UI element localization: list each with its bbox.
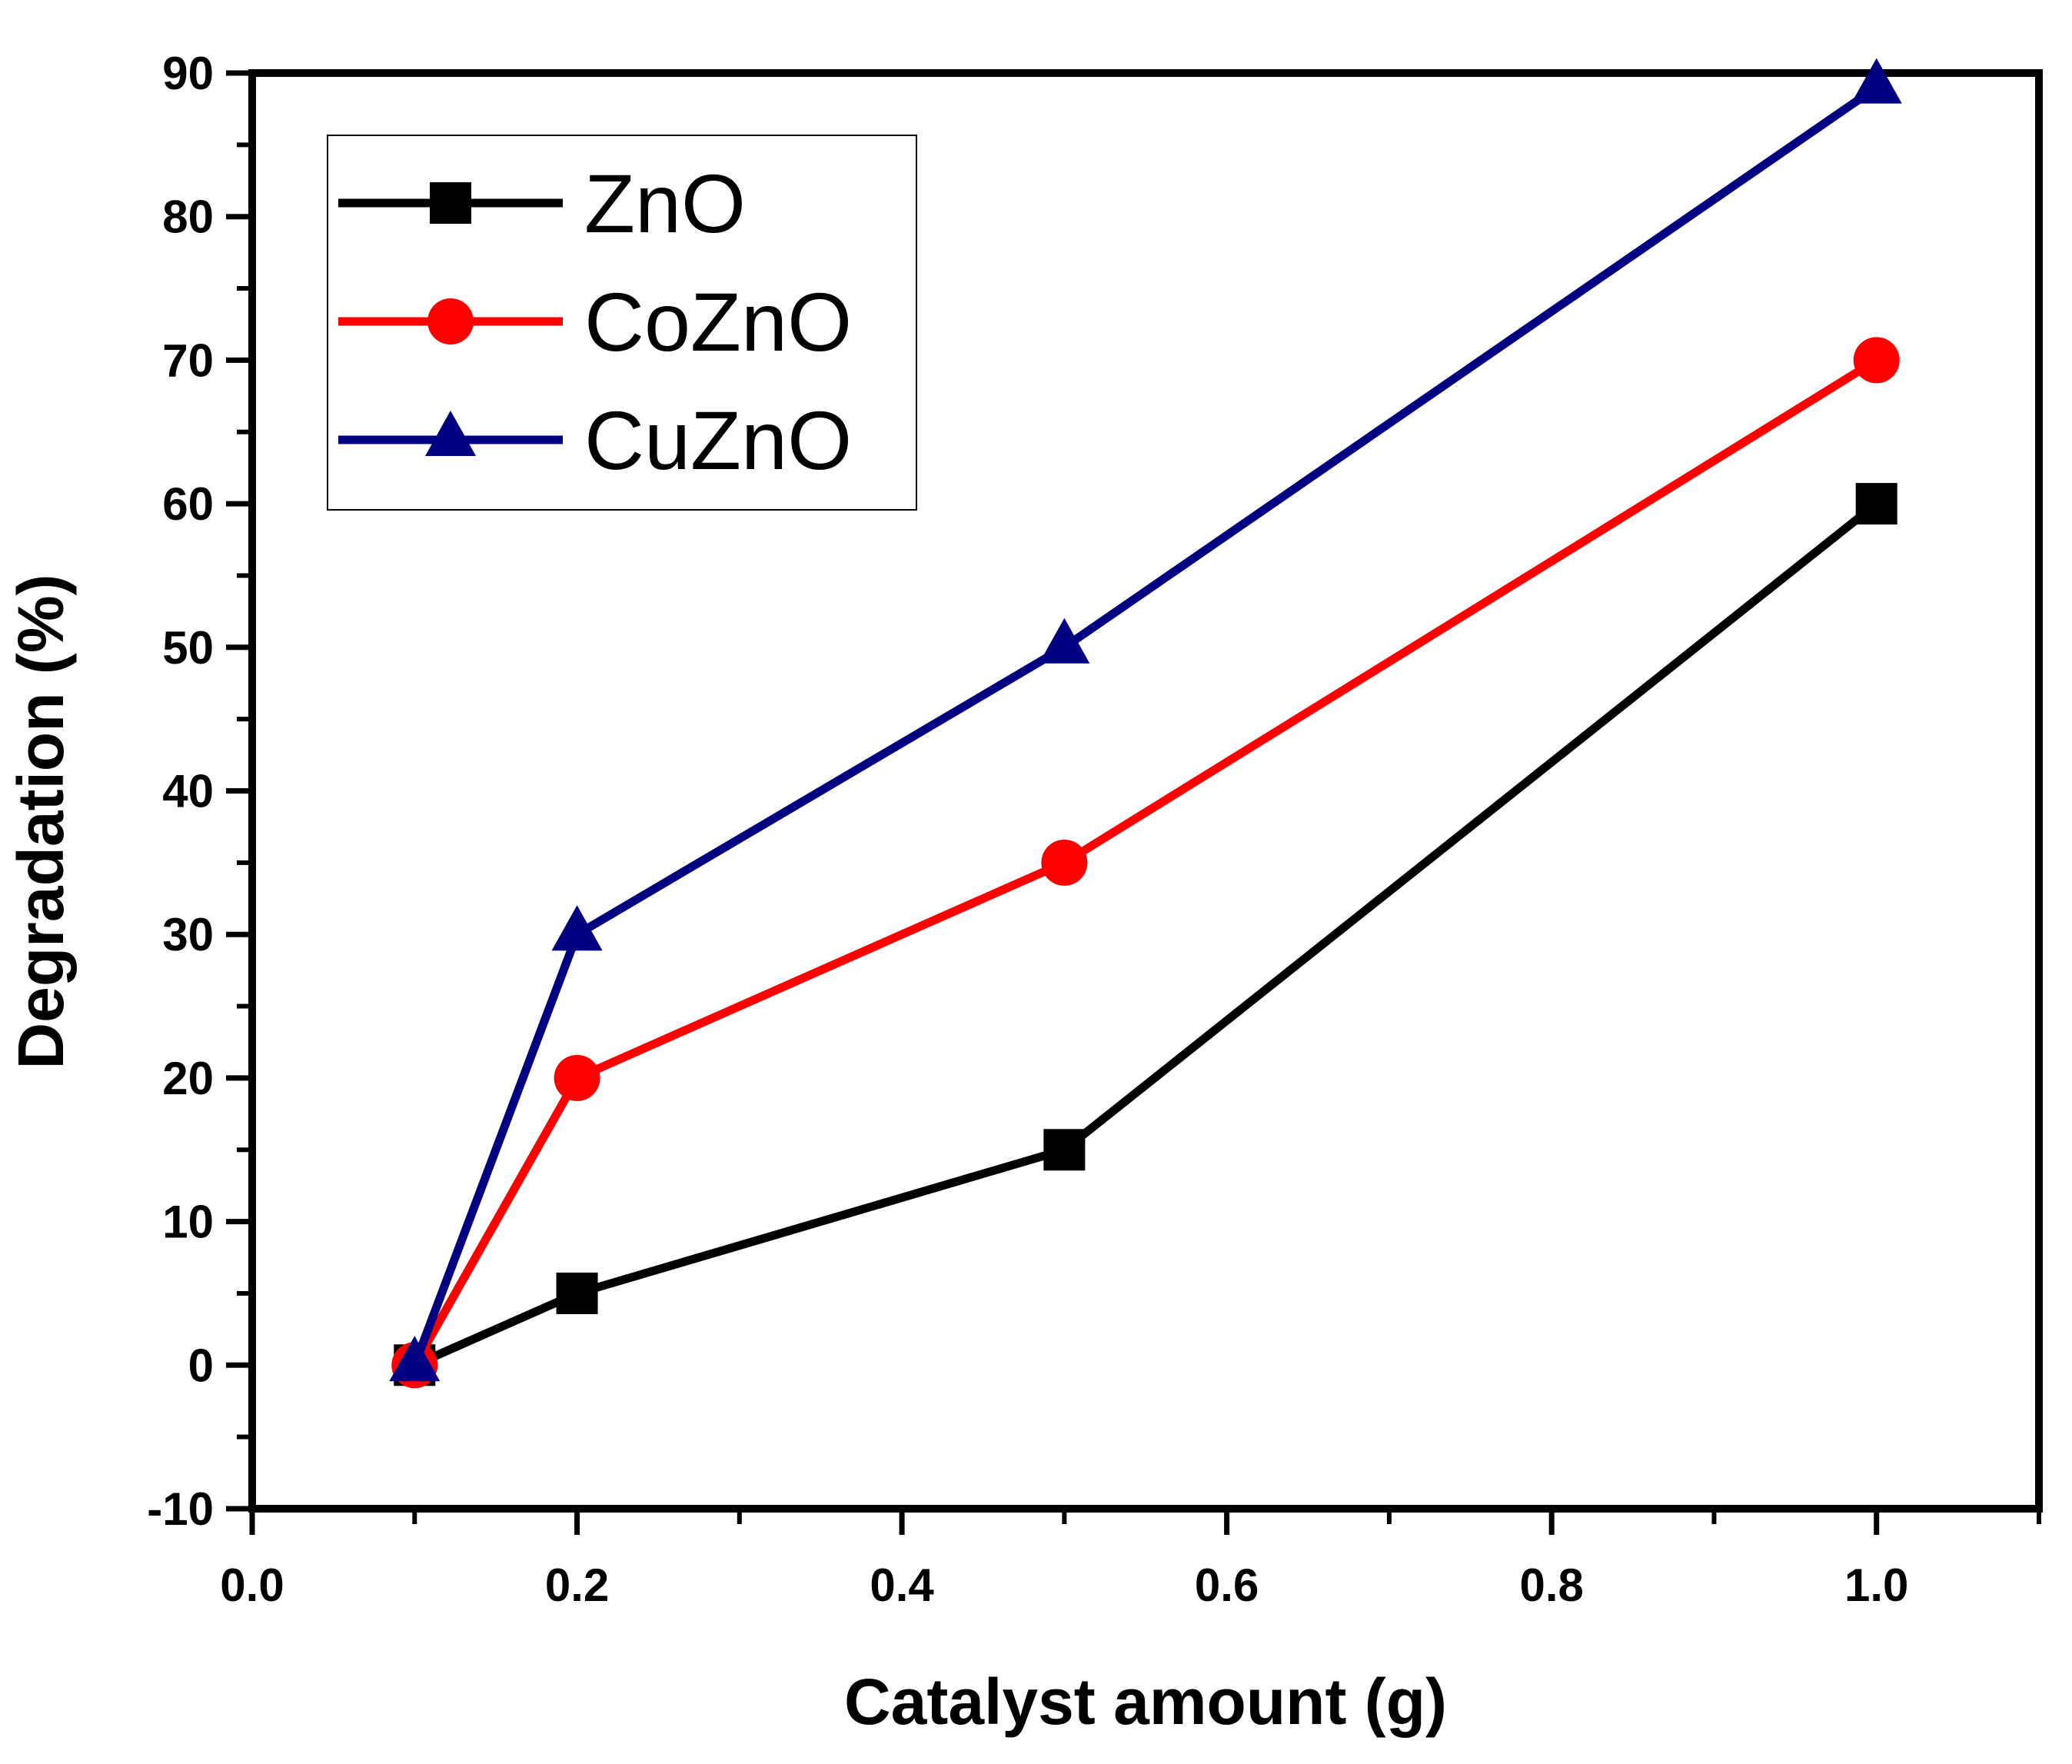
x-tick-label-0: 0.0 (220, 1559, 284, 1611)
x-tick-label-1: 0.2 (545, 1559, 609, 1611)
axes: 0.0 0.2 0.4 0.6 0.8 1.0 -10 0 10 20 30 40 50 60 70 80 90 (147, 48, 2043, 1611)
data-point-zno-2 (1043, 1129, 1086, 1171)
y-tick-label-4: 30 (162, 909, 214, 960)
data-point-cozno-3 (1853, 337, 1900, 384)
series-line-zno (413, 500, 1880, 1370)
legend-label-zno: ZnO (584, 157, 746, 250)
x-tick-label-3: 0.6 (1195, 1559, 1259, 1611)
x-tick-label-4: 0.8 (1519, 1559, 1583, 1611)
series-zno (394, 483, 1897, 1386)
legend-label-cozno: CoZnO (584, 275, 852, 368)
y-tick-label-2: 10 (162, 1197, 214, 1248)
series-line-cuzno (411, 84, 1879, 1367)
legend-label-cuzno: CuZnO (584, 394, 852, 487)
legend: ZnO CoZnO CuZnO (327, 135, 917, 511)
data-point-cuzno-2 (1039, 617, 1090, 664)
legend-marker-cuzno (425, 411, 476, 456)
data-point-cuzno-0 (389, 1336, 441, 1382)
data-point-cuzno-3 (1851, 58, 1902, 104)
y-tick-label-0: -10 (147, 1483, 214, 1535)
y-tick-label-7: 60 (162, 478, 214, 530)
legend-marker-zno (430, 182, 471, 224)
data-point-zno-3 (1855, 483, 1897, 525)
data-point-cozno-2 (1041, 839, 1088, 886)
y-tick-label-6: 50 (162, 622, 214, 674)
series-cuzno (389, 58, 1902, 1382)
y-tick-label-8: 70 (162, 334, 214, 386)
y-axis-title: Degradation (%) (5, 574, 77, 1069)
y-tick-label-1: 0 (188, 1340, 214, 1391)
legend-marker-cozno (427, 298, 474, 344)
data-point-cuzno-1 (551, 905, 603, 951)
x-tick-label-2: 0.4 (870, 1559, 934, 1611)
y-tick-label-10: 90 (162, 48, 214, 99)
y-tick-label-5: 40 (162, 766, 214, 817)
y-tick-label-9: 80 (162, 191, 214, 243)
x-axis-title: Catalyst amount (g) (844, 1666, 1447, 1738)
x-tick-label-5: 1.0 (1844, 1559, 1908, 1611)
data-point-cozno-1 (554, 1054, 600, 1101)
y-tick-label-3: 20 (162, 1053, 214, 1104)
data-series (389, 58, 1902, 1389)
data-point-zno-1 (556, 1272, 598, 1314)
series-line-cozno (411, 356, 1879, 1368)
